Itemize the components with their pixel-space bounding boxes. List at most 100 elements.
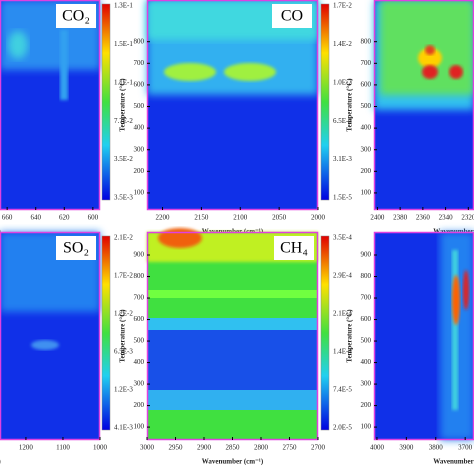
- y-tick-label: 300: [361, 145, 372, 153]
- y-tick-label: 900: [361, 251, 372, 259]
- x-tick-label: 2050: [272, 214, 287, 222]
- colorbar: [320, 3, 330, 201]
- heatmap-region: [31, 340, 59, 350]
- x-tick-label: 2750: [283, 444, 298, 452]
- colorbar-label: 1.4E-2: [333, 40, 352, 48]
- y-tick-label: 400: [134, 124, 145, 132]
- heatmap-region: [164, 63, 216, 81]
- y-tick-label: 100: [361, 189, 372, 197]
- y-axis-label: Temperature (°C): [346, 309, 354, 363]
- x-tick-label: 1000: [93, 444, 108, 452]
- y-tick-label: 400: [361, 358, 372, 366]
- label-box: [56, 236, 96, 260]
- gas-label: CO: [281, 8, 303, 25]
- colorbar-label: 1.2E-2: [114, 310, 133, 318]
- y-tick-label: 700: [134, 294, 145, 302]
- heatmap-region: [449, 65, 463, 79]
- x-tick-label: 660: [2, 214, 13, 222]
- plot-border: [146, 0, 319, 211]
- x-tick-label: 3000: [140, 444, 155, 452]
- label-box: [274, 236, 314, 260]
- colorbar-label: 7.4E-5: [333, 386, 352, 394]
- colorbar-label: 1.2E-3: [114, 386, 133, 394]
- heatmap-region: [463, 270, 469, 310]
- label-box: [56, 4, 96, 28]
- heatmap-region: [147, 318, 318, 330]
- colorbar-label: 4.1E-3: [114, 424, 133, 432]
- x-tick-label: 2360: [416, 214, 431, 222]
- y-tick-label: 600: [361, 81, 372, 89]
- plot-border: [0, 0, 101, 211]
- x-tick-label: 2900: [197, 444, 212, 452]
- x-axis-label: Wavenumber (cm⁻¹): [202, 228, 264, 236]
- y-tick-label: 200: [361, 167, 372, 175]
- x-tick-label: 2200: [156, 214, 171, 222]
- heatmap-region: [422, 65, 438, 79]
- gas-label: CH₄: [280, 240, 308, 257]
- colorbar-label: 6.5E-3: [333, 117, 352, 125]
- x-tick-label: 2380: [393, 214, 408, 222]
- y-tick-label: 900: [134, 251, 145, 259]
- colorbar-label: 1.7E-2: [114, 272, 133, 280]
- x-tick-label: 640: [30, 214, 41, 222]
- colorbar-label: 1.0E-2: [333, 78, 352, 86]
- y-tick-label: 800: [134, 272, 145, 280]
- x-tick-label: 2950: [169, 444, 184, 452]
- heatmap-region: [60, 30, 68, 100]
- x-axis-label: Wavenumber (cm⁻¹): [0, 458, 1, 466]
- y-tick-label: 200: [134, 167, 145, 175]
- heatmap-region: [224, 63, 276, 81]
- y-axis-label: Temperature (°C): [346, 78, 354, 132]
- y-tick-label: 600: [134, 81, 145, 89]
- x-tick-label: 2800: [254, 444, 269, 452]
- x-tick-label: 2700: [311, 444, 326, 452]
- x-tick-label: 2000: [311, 214, 326, 222]
- heatmap-region: [425, 45, 435, 55]
- y-tick-label: 300: [361, 380, 372, 388]
- x-tick-label: 2400: [370, 214, 385, 222]
- x-tick-label: 3700: [458, 444, 473, 452]
- x-tick-label: 2150: [194, 214, 209, 222]
- gas-label: CO₂: [62, 8, 90, 25]
- x-tick-label: 4000: [370, 444, 385, 452]
- y-tick-label: 400: [361, 124, 372, 132]
- x-tick-label: 2320: [461, 214, 474, 222]
- x-tick-label: 1200: [19, 444, 34, 452]
- y-tick-label: 500: [361, 102, 372, 110]
- heatmap-region: [452, 275, 460, 325]
- plot-border: [0, 231, 101, 441]
- y-tick-label: 200: [361, 401, 372, 409]
- heatmap-region: [452, 250, 458, 410]
- colorbar-label: 2.1E-4: [333, 310, 352, 318]
- heatmap-region: [147, 290, 318, 298]
- y-tick-label: 500: [134, 102, 145, 110]
- colorbar-label: 2.0E-5: [333, 424, 352, 432]
- x-axis-label: Wavenumber (cm⁻¹): [202, 458, 264, 466]
- heatmap-region: [418, 48, 442, 68]
- colorbar-label: 1.5E-1: [114, 40, 133, 48]
- y-tick-label: 100: [134, 423, 145, 431]
- y-tick-label: 500: [361, 337, 372, 345]
- x-axis-label: Wavenumber (cm⁻¹): [433, 458, 474, 466]
- y-tick-label: 100: [134, 189, 145, 197]
- colorbar-label: 3.5E-4: [333, 234, 352, 242]
- y-tick-label: 400: [134, 358, 145, 366]
- heatmap-region: [8, 31, 28, 59]
- heatmap-region: [147, 390, 318, 410]
- colorbar-label: 3.5E-3: [114, 194, 133, 202]
- colorbar-label: 3.5E-2: [114, 155, 133, 163]
- y-tick-label: 100: [361, 423, 372, 431]
- y-axis-label: Temperature (°C): [119, 78, 127, 132]
- colorbar-label: 2.9E-4: [333, 272, 352, 280]
- colorbar-label: 7.7E-2: [114, 117, 133, 125]
- y-tick-label: 700: [134, 59, 145, 67]
- colorbar-label: 6.5E-3: [114, 348, 133, 356]
- colorbar-label: 1.7E-2: [333, 2, 352, 10]
- x-tick-label: 3800: [429, 444, 444, 452]
- y-tick-label: 600: [134, 315, 145, 323]
- colorbar-label: 2.1E-2: [114, 234, 133, 242]
- x-tick-label: 2100: [233, 214, 248, 222]
- x-axis-label: Wavenumber (cm⁻¹): [0, 228, 1, 236]
- colorbar-label: 1.1E-1: [114, 78, 133, 86]
